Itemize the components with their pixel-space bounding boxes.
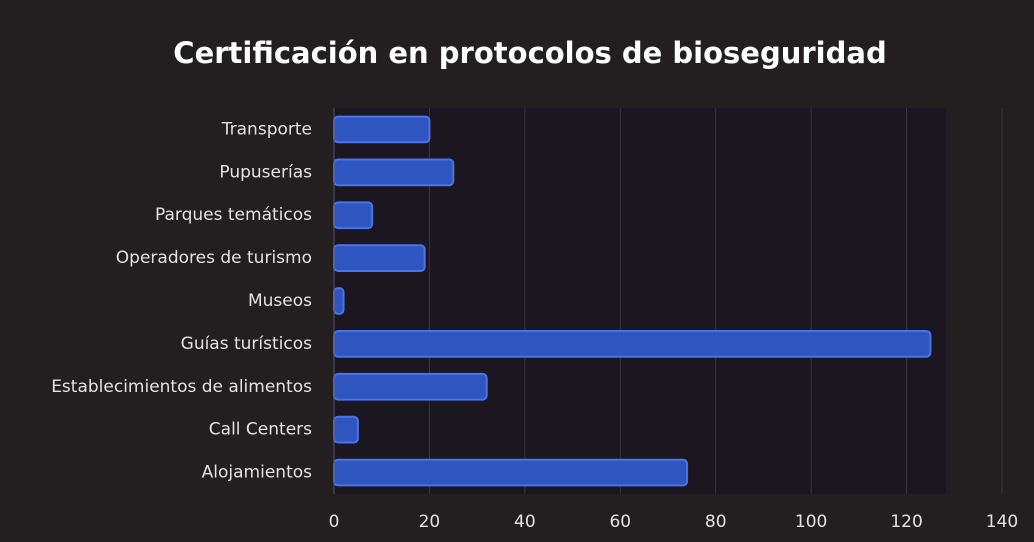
bar [333, 201, 374, 230]
x-tick-label: 100 [795, 512, 827, 532]
bar [333, 115, 431, 144]
y-tick-label: Alojamientos [202, 463, 312, 483]
y-tick-label: Operadores de turismo [116, 248, 312, 268]
y-tick-label: Museos [248, 291, 312, 311]
y-tick-label: Transporte [221, 119, 312, 139]
bar [333, 372, 488, 401]
x-tick-label: 0 [329, 512, 340, 532]
x-tick-label: 60 [609, 512, 631, 532]
x-tick-label: 40 [514, 512, 536, 532]
bar [333, 158, 455, 187]
x-tick-label: 20 [419, 512, 441, 532]
x-tick-label: 120 [890, 512, 922, 532]
bar [333, 287, 345, 315]
y-tick-label: Call Centers [209, 420, 312, 440]
y-tick-label: Guías turísticos [181, 334, 312, 354]
bar [333, 458, 689, 487]
y-tick-label: Parques temáticos [155, 205, 312, 225]
y-tick-label: Pupuserías [219, 162, 312, 182]
bar [333, 330, 932, 358]
y-tick-label: Establecimientos de alimentos [51, 377, 312, 397]
bar [333, 415, 359, 444]
bar [333, 244, 426, 272]
chart-title: Certificación en protocolos de bioseguri… [173, 36, 886, 70]
x-tick-label: 140 [986, 512, 1018, 532]
x-tick-label: 80 [705, 512, 727, 532]
